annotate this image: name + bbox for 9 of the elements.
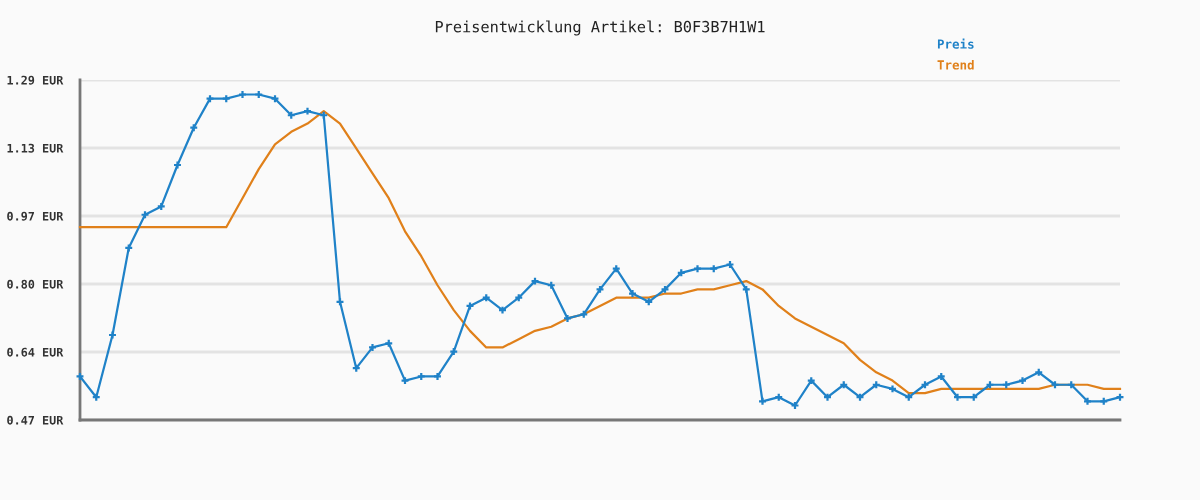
y-tick-label: 1.13 EUR [7,143,64,153]
y-tick-label: 0.97 EUR [7,211,64,221]
y-tick-label: 0.64 EUR [7,347,64,357]
chart-title: Preisentwicklung Artikel: B0F3B7H1W1 [435,20,765,36]
y-tick-label: 1.29 EUR [7,75,64,85]
text: Preis [937,38,974,49]
text: Trend [937,59,974,70]
y-tick-label: 0.80 EUR [7,279,64,289]
y-tick-label: 0.47 EUR [7,415,64,425]
